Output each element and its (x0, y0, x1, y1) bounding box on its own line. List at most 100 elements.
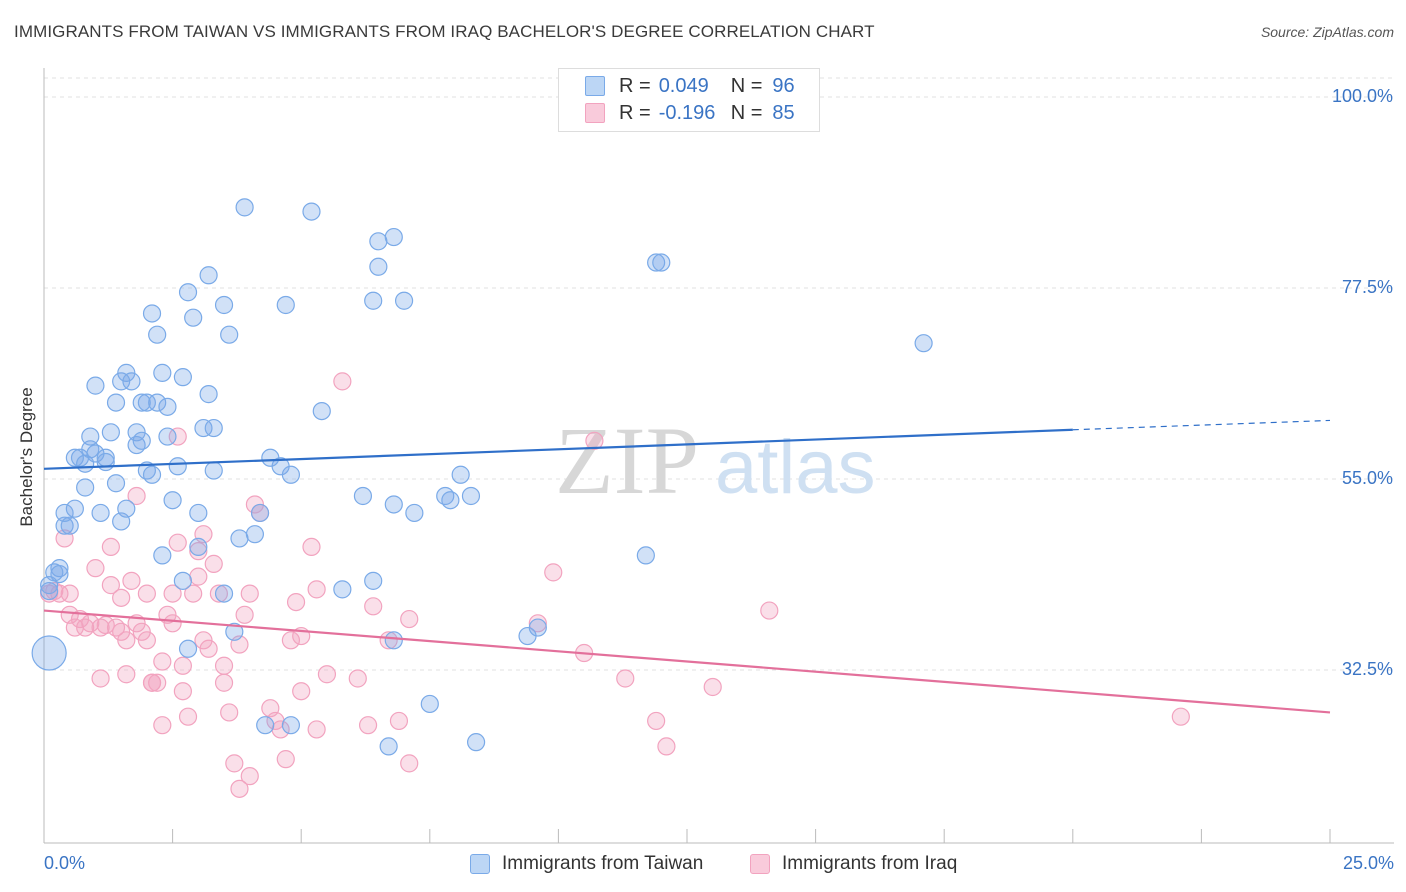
taiwan-point (199, 385, 218, 404)
taiwan-point (178, 639, 198, 658)
taiwan-point (127, 423, 146, 442)
taiwan-point (117, 363, 136, 382)
taiwan-point (384, 631, 403, 650)
grid-layer (44, 77, 1394, 671)
iraq-point (137, 631, 156, 650)
taiwan-point (220, 325, 239, 344)
iraq-trend-line (43, 609, 1331, 714)
taiwan-point (214, 584, 234, 603)
taiwan-point (281, 465, 301, 484)
taiwan-point (204, 461, 223, 480)
taiwan-point (384, 495, 403, 514)
taiwan-point (379, 737, 398, 756)
trend-layer (43, 419, 1331, 714)
iraq-point (127, 486, 146, 506)
iraq-point (189, 542, 208, 561)
iraq-point (400, 754, 419, 773)
taiwan-point (40, 581, 59, 601)
iraq-point (148, 673, 167, 692)
taiwan-swatch (585, 76, 605, 96)
taiwan-point (153, 363, 172, 382)
taiwan-point (158, 397, 177, 416)
iraq-point (194, 631, 213, 650)
watermark-zip: ZIP (555, 407, 699, 514)
iraq-point (112, 588, 131, 607)
taiwan-point (142, 465, 162, 484)
source-label: Source: ZipAtlas.com (1260, 24, 1394, 40)
taiwan-point (636, 546, 655, 565)
taiwan-point (302, 202, 321, 221)
taiwan-point (312, 401, 331, 421)
y-axis-label: Bachelor's Degree (17, 387, 36, 527)
bottom-taiwan-label: Immigrants from Taiwan (502, 853, 704, 874)
iraq-point (220, 703, 239, 722)
iraq-swatch (585, 103, 605, 123)
taiwan-point (466, 733, 486, 752)
y-tick-label-1: 55.0% (1341, 468, 1393, 488)
iraq-point (163, 584, 182, 603)
iraq-point (760, 601, 779, 620)
iraq-point (528, 614, 547, 633)
taiwan-point (230, 529, 249, 548)
iraq-point (45, 581, 64, 601)
bottom-iraq-swatch (750, 854, 770, 874)
taiwan-point (65, 448, 84, 467)
iraq-point (240, 584, 259, 603)
taiwan-point (173, 571, 192, 590)
iraq-point (235, 605, 254, 624)
taiwan-point (153, 546, 172, 565)
taiwan-point (441, 491, 460, 510)
iraq-point (307, 580, 326, 599)
iraq-point (163, 614, 182, 633)
legend-row-taiwan: R = 0.049 N = 96 (585, 73, 795, 99)
iraq-point (122, 571, 141, 590)
taiwan-point (194, 418, 213, 438)
iraq-point (389, 711, 409, 731)
taiwan-point (148, 325, 167, 344)
bottom-iraq-label: Immigrants from Iraq (782, 853, 958, 874)
taiwan-point (461, 486, 481, 506)
taiwan-point (76, 478, 95, 497)
taiwan-point (101, 423, 120, 442)
taiwan-point (163, 491, 182, 510)
axis-layer (43, 68, 1394, 844)
taiwan-point (148, 393, 167, 412)
iraq-point (117, 631, 136, 650)
taiwan-point (178, 283, 198, 302)
iraq-point (173, 656, 192, 675)
taiwan-point (189, 503, 208, 523)
iraq-point (333, 372, 352, 391)
taiwan-n-value: 96 (772, 74, 795, 97)
iraq-point (189, 567, 208, 586)
iraq-point (101, 537, 120, 557)
iraq-point (281, 631, 301, 650)
iraq-point (184, 584, 203, 603)
taiwan-point-large (31, 635, 67, 671)
taiwan-trend-line (43, 428, 1073, 470)
taiwan-point (256, 716, 275, 735)
iraq-point (348, 669, 367, 688)
chart-title: IMMIGRANTS FROM TAIWAN VS IMMIGRANTS FRO… (14, 22, 875, 41)
taiwan-point (50, 564, 69, 584)
iraq-point (117, 665, 136, 684)
iraq-point (86, 559, 105, 578)
taiwan-point (199, 266, 218, 285)
iraq-point (91, 669, 110, 688)
iraq-point (199, 639, 218, 658)
iraq-point (137, 584, 156, 603)
taiwan-point (451, 465, 470, 484)
taiwan-point (333, 580, 352, 599)
taiwan-point (364, 291, 383, 310)
iraq-point (153, 652, 172, 671)
taiwan-points (31, 198, 933, 756)
taiwan-point (117, 499, 136, 518)
taiwan-point (137, 393, 156, 412)
taiwan-point (214, 295, 234, 315)
iraq-point (647, 711, 666, 731)
taiwan-point (91, 503, 110, 523)
iraq-point (1171, 707, 1190, 726)
iraq-point (153, 716, 172, 735)
taiwan-point (168, 457, 187, 476)
taiwan-point (112, 372, 131, 391)
taiwan-point (81, 427, 100, 446)
